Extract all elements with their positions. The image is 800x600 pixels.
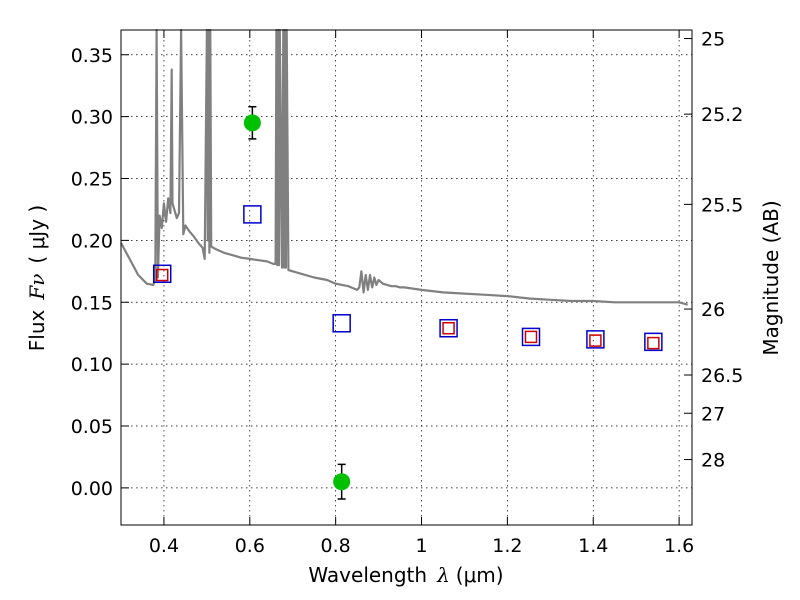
y-tick-label: 0.20 [71, 230, 113, 252]
x-tick-label: 0.8 [321, 535, 351, 557]
model-photometry-square [152, 264, 172, 284]
model-photometry-inner-square [155, 268, 169, 282]
magnitude-axis-title: Magnitude (AB) [759, 200, 783, 355]
y-tick-label: 0.10 [71, 354, 113, 376]
model-photometry-square [521, 327, 541, 347]
x-tick-label: 1 [415, 535, 427, 557]
model-photometry-square [586, 330, 605, 349]
model-photometry-inner-square [524, 330, 538, 344]
x-tick-label: 0.4 [149, 535, 179, 557]
magnitude-tick-label: 25.2 [701, 104, 743, 126]
x-tick-label: 0.6 [235, 535, 265, 557]
plot-area [120, 28, 688, 500]
y-tick-label: 0.30 [71, 107, 113, 129]
model-photometry-square [644, 332, 663, 352]
x-axis-symbol: λ [436, 563, 450, 587]
x-axis-unit: (μm) [456, 563, 504, 587]
x-tick-label: 1.4 [578, 535, 608, 557]
y-axis-label: Flux [25, 309, 49, 351]
x-tick-label: 1.6 [664, 535, 694, 557]
observed-flux-point [333, 473, 351, 491]
plot-frame [120, 29, 693, 526]
grid-lines [121, 30, 692, 525]
model-photometry-square [332, 314, 351, 333]
x-tick-label: 1.2 [492, 535, 522, 557]
y-tick-label: 0.35 [71, 45, 113, 67]
y-axis-title: Flux Fν ( μJy ) [25, 205, 49, 351]
observed-flux-point [243, 114, 261, 132]
y-tick-label: 0.00 [71, 478, 113, 500]
x-axis-label: Wavelength [308, 563, 427, 587]
magnitude-tick-label: 25 [701, 29, 725, 51]
magnitude-tick-label: 26 [701, 299, 725, 321]
model-photometry-square [243, 205, 262, 224]
y-tick-label: 0.05 [71, 416, 113, 438]
y-tick-label: 0.25 [71, 169, 113, 191]
magnitude-tick-label: 28 [701, 450, 725, 472]
x-axis-title: Wavelength λ (μm) [308, 563, 503, 587]
model-photometry-inner-square [589, 334, 602, 347]
y-tick-label: 0.15 [71, 292, 113, 314]
y-axis-symbol: Fν [25, 274, 49, 301]
model-photometry-square [439, 318, 458, 338]
model-spectrum-line [120, 28, 688, 306]
y-axis-unit: ( μJy ) [25, 205, 49, 264]
magnitude-tick-label: 27 [701, 403, 725, 425]
model-photometry-inner-square [442, 321, 455, 335]
magnitude-tick-label: 26.5 [701, 365, 743, 387]
axis-ticks: 0.4 0.6 0.8 1 1.2 1.4 1.6 0.00 0.05 0.10 0.15 0.20 0… [71, 29, 744, 557]
magnitude-tick-label: 25.5 [701, 194, 743, 216]
model-photometry-inner-square [647, 336, 660, 350]
